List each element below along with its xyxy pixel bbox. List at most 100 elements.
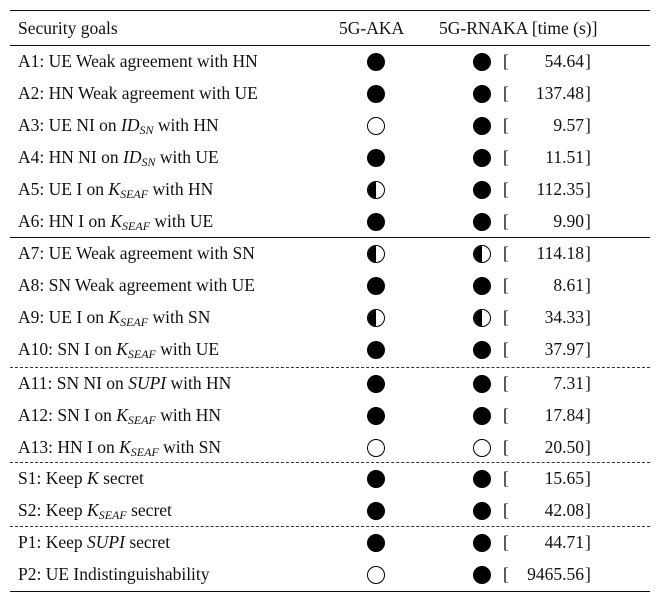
time-value: 17.84 [544,405,584,425]
half-fill [474,246,482,262]
time-close-bracket: ] [585,500,591,520]
math-subscript: SEAF [127,413,156,427]
table-row: A12: SN I on KSEAF with HN [17.84] [10,400,650,432]
table-row: P2: UE Indistinguishability [9465.56] [10,559,650,591]
time-open-bracket: [ [503,307,509,327]
goal-label: A7: UE Weak agreement with SN [18,243,255,263]
goal-label: A5: UE I on KSEAF with HN [18,179,214,201]
table-row: A4: HN NI on IDSN with UE [11.51] [10,142,650,174]
math-symbol: K [119,437,131,457]
rnaka-result-full-icon [473,53,491,71]
rnaka-result-half-icon [473,309,491,327]
goal-label: A4: HN NI on IDSN with UE [18,147,219,169]
time-open-bracket: [ [503,405,509,425]
time-open-bracket: [ [503,437,509,457]
goal-label: A6: HN I on KSEAF with UE [18,211,214,233]
time-close-bracket: ] [585,373,591,393]
goal-label: A8: SN Weak agreement with UE [18,275,255,295]
math-symbol: ID [123,147,142,167]
rnaka-result-full-icon [473,470,491,488]
time-value: 9.90 [553,211,584,231]
time-value: 42.08 [544,500,584,520]
half-fill [474,310,482,326]
header-5g-rnaka: 5G-RNAKA [time (s)] [439,18,598,38]
math-subscript: SEAF [98,508,127,522]
header-rule [10,45,650,46]
aka-result-full-icon [367,149,385,167]
group-divider-dashed-3 [10,526,650,527]
time-open-bracket: [ [503,373,509,393]
table-row: S1: Keep K secret [15.65] [10,463,650,495]
group-divider-solid [10,237,650,238]
time-open-bracket: [ [503,179,509,199]
time-value: 37.97 [544,339,584,359]
time-open-bracket: [ [503,468,509,488]
time-value: 7.31 [553,373,584,393]
time-close-bracket: ] [585,468,591,488]
time-value: 54.64 [544,51,584,71]
aka-result-full-icon [367,407,385,425]
table-row: A5: UE I on KSEAF with HN [112.35] [10,174,650,206]
time-value: 112.35 [536,179,584,199]
time-close-bracket: ] [585,243,591,263]
header-5g-aka: 5G-AKA [339,18,405,38]
time-value: 114.18 [536,243,584,263]
time-open-bracket: [ [503,275,509,295]
goal-label: A1: UE Weak agreement with HN [18,51,258,71]
time-close-bracket: ] [585,532,591,552]
rnaka-result-full-icon [473,502,491,520]
time-value: 11.51 [545,147,584,167]
time-value: 34.33 [544,307,584,327]
time-open-bracket: [ [503,564,509,584]
time-close-bracket: ] [585,564,591,584]
math-subscript: SN [139,123,154,137]
time-close-bracket: ] [585,437,591,457]
goal-label: A10: SN I on KSEAF with UE [18,339,220,361]
math-subscript: SEAF [127,347,156,361]
math-subscript: SN [141,155,156,169]
aka-result-full-icon [367,341,385,359]
goal-label: A3: UE NI on IDSN with HN [18,115,219,137]
aka-result-none-icon [367,566,385,584]
header-row: Security goals 5G-AKA 5G-RNAKA [time (s)… [10,13,650,45]
math-symbol: K [110,211,123,231]
math-subscript: SEAF [130,445,159,459]
half-fill [368,182,376,198]
aka-result-full-icon [367,277,385,295]
time-open-bracket: [ [503,147,509,167]
aka-result-full-icon [367,534,385,552]
goal-label: P1: Keep SUPI secret [18,532,171,552]
rnaka-result-full-icon [473,407,491,425]
aka-result-full-icon [367,85,385,103]
rnaka-result-full-icon [473,375,491,393]
aka-result-full-icon [367,53,385,71]
math-symbol: K [108,307,121,327]
table-row: A7: UE Weak agreement with SN [114.18] [10,238,650,270]
math-symbol: K [116,405,128,425]
time-close-bracket: ] [585,307,591,327]
goal-label: A2: HN Weak agreement with UE [18,83,258,103]
aka-result-none-icon [367,439,385,457]
time-close-bracket: ] [585,405,591,425]
aka-result-full-icon [367,470,385,488]
rnaka-result-full-icon [473,213,491,231]
header-security-goals: Security goals [18,18,118,38]
aka-result-full-icon [367,375,385,393]
half-fill [368,246,376,262]
time-value: 9.57 [553,115,584,135]
rnaka-result-full-icon [473,534,491,552]
time-close-bracket: ] [585,51,591,71]
time-value: 137.48 [535,83,584,103]
table-row: A9: UE I on KSEAF with SN [34.33] [10,302,650,334]
time-open-bracket: [ [503,115,509,135]
math-symbol: K [87,468,99,488]
table-row: A1: UE Weak agreement with HN [54.64] [10,46,650,78]
aka-result-half-icon [367,181,385,199]
table-row: A11: SN NI on SUPI with HN [7.31] [10,368,650,400]
rnaka-result-full-icon [473,85,491,103]
time-open-bracket: [ [503,83,509,103]
group-divider-dashed-1 [10,367,650,368]
time-close-bracket: ] [585,83,591,103]
goal-label: A9: UE I on KSEAF with SN [18,307,211,329]
table-row: A13: HN I on KSEAF with SN [20.50] [10,432,650,464]
